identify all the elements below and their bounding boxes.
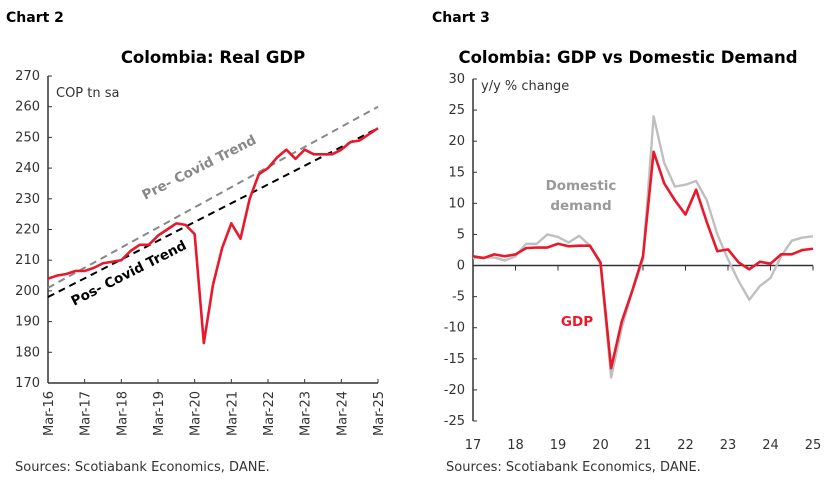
- chart3-x-tick-label: 20: [592, 438, 609, 453]
- chart2-y-tick-label: 240: [15, 161, 40, 176]
- gdp-label: GDP: [561, 314, 593, 330]
- chart2-y-tick-label: 270: [15, 69, 40, 84]
- chart2-x-tick-label: Mar-24: [335, 391, 350, 436]
- chart3-y-tick-label: 10: [448, 196, 465, 211]
- chart2-y-tick-label: 200: [15, 284, 40, 299]
- chart2-x-tick-label: Mar-21: [225, 391, 240, 436]
- domestic-demand-label: Domestic demand: [546, 178, 617, 214]
- chart2-label: Chart 2: [6, 10, 64, 26]
- chart2-unit-label: COP tn sa: [56, 86, 120, 101]
- chart2-y-tick-label: 250: [15, 130, 40, 145]
- chart2-y-tick-label: 190: [15, 315, 40, 330]
- chart3-x-tick-label: 17: [465, 438, 482, 453]
- chart2-title: Colombia: Real GDP: [121, 48, 305, 67]
- chart3-y-tick-label: 5: [457, 227, 465, 242]
- chart2-x-tick-label: Mar-25: [372, 391, 387, 436]
- chart3-y-tick-label: -20: [444, 383, 465, 398]
- chart3-y-tick-label: 15: [448, 165, 465, 180]
- chart3-y-tick-label: 20: [448, 134, 465, 149]
- chart3-source: Sources: Scotiabank Economics, DANE.: [446, 460, 701, 475]
- chart2-y-tick-label: 170: [15, 376, 40, 391]
- chart2-x-tick-label: Mar-23: [299, 391, 314, 436]
- chart3-y-tick-label: -15: [444, 352, 465, 367]
- pos-covid-trend-line: [47, 127, 379, 298]
- chart3-x-tick-label: 25: [805, 438, 822, 453]
- chart2-y-tick-label: 180: [15, 345, 40, 360]
- chart3-label: Chart 3: [432, 10, 490, 26]
- chart3-x-tick-label: 22: [677, 438, 694, 453]
- pre-covid-trend-line: [47, 105, 379, 289]
- chart2-x-tick-label: Mar-18: [115, 391, 130, 436]
- chart3-x-tick-label: 21: [635, 438, 652, 453]
- chart2-x-tick-label: Mar-22: [262, 391, 277, 436]
- pos-covid-trend-label: Pos- Covid Trend: [69, 238, 190, 310]
- chart3-x-tick-label: 18: [507, 438, 524, 453]
- chart3-y-tick-label: -10: [444, 321, 465, 336]
- chart2-source: Sources: Scotiabank Economics, DANE.: [15, 460, 270, 475]
- chart3-x-tick-label: 24: [762, 438, 779, 453]
- chart3-x-tick-label: 23: [720, 438, 737, 453]
- chart2-y-tick-label: 210: [15, 253, 40, 268]
- real-gdp-line: [47, 127, 379, 345]
- chart2-x-tick-label: Mar-19: [152, 391, 167, 436]
- chart2-x-tick-label: Mar-20: [189, 391, 204, 436]
- chart3-plot: -25 -20 -15 -10 -5 0 5 10 15 20 25 30 17 18 19 20 21 22 23…: [444, 72, 822, 453]
- chart3-x-tick-label: 19: [550, 438, 567, 453]
- chart3-y-tick-label: -5: [452, 290, 465, 305]
- chart2-y-tick-label: 230: [15, 192, 40, 207]
- chart3-y-tick-label: 25: [448, 103, 465, 118]
- chart2-y-tick-label: 220: [15, 223, 40, 238]
- chart3-y-tick-label: 0: [457, 259, 465, 274]
- chart2-plot: 170 180 190 200 210 220 230 240 250 260 270 Mar-16 M…: [15, 69, 387, 436]
- chart2-x-tick-label: Mar-17: [79, 391, 94, 436]
- pre-covid-trend-label: Pre- Covid Trend: [140, 132, 259, 203]
- chart3-title: Colombia: GDP vs Domestic Demand: [458, 48, 797, 67]
- chart3-y-tick-label: 30: [448, 72, 465, 87]
- chart2-x-tick-label: Mar-16: [42, 391, 57, 436]
- chart3-unit-label: y/y % change: [481, 79, 569, 94]
- gdp-line: [472, 150, 814, 370]
- chart3-y-tick-label: -25: [444, 414, 465, 429]
- chart2-y-tick-label: 260: [15, 100, 40, 115]
